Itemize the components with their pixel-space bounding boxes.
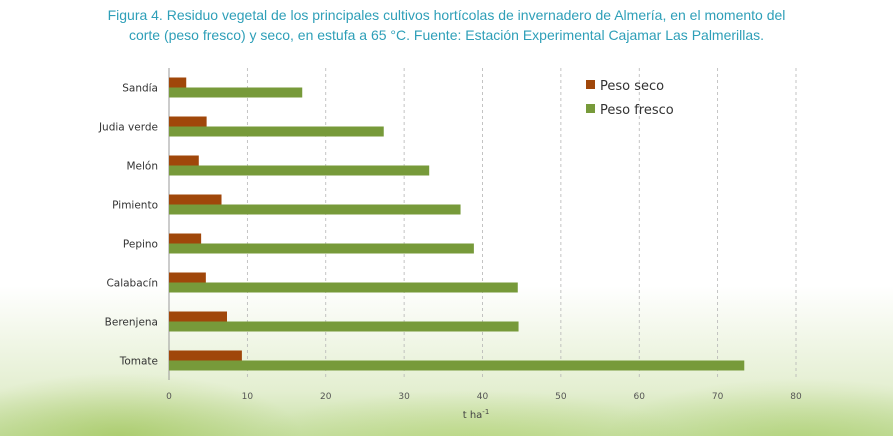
bar-peso-fresco: [169, 204, 461, 215]
legend-swatch-peso-seco: [586, 80, 595, 89]
x-tick-label: 60: [634, 392, 646, 402]
category-label: Calabacín: [106, 278, 158, 290]
x-tick-labels: 0 10 20 30 40 50 60 70 80: [166, 392, 802, 402]
x-tick-label: 70: [712, 392, 724, 402]
x-tick-label: 30: [398, 392, 410, 402]
bar-peso-seco: [169, 233, 202, 244]
category-label: Judia verde: [98, 122, 158, 134]
x-tick-label: 80: [790, 392, 802, 402]
x-tick-label: 50: [555, 392, 567, 402]
bar-peso-fresco: [169, 165, 430, 176]
bar-peso-fresco: [169, 360, 745, 371]
category-label: Melón: [126, 161, 158, 173]
chart-bars: [169, 77, 745, 371]
caption-line-2: corte (peso fresco) y seco, en estufa a …: [128, 27, 765, 43]
figure-caption: Figura 4. Residuo vegetal de los princip…: [0, 5, 893, 45]
bar-peso-fresco: [169, 87, 303, 98]
x-tick-label: 0: [166, 392, 172, 402]
bar-peso-seco: [169, 194, 222, 205]
category-labels: Sandía Judia verde Melón Pimiento Pepino Cala…: [98, 83, 158, 368]
category-label: Tomate: [119, 356, 158, 368]
bar-peso-seco: [169, 311, 227, 322]
category-label: Sandía: [122, 83, 158, 95]
category-label: Pimiento: [112, 200, 158, 212]
chart-legend: Peso seco Peso fresco: [586, 79, 674, 118]
category-label: Berenjena: [105, 317, 158, 329]
bar-peso-seco: [169, 350, 242, 361]
x-tick-label: 40: [477, 392, 489, 402]
category-label: Pepino: [123, 239, 158, 251]
bar-peso-fresco: [169, 243, 474, 254]
bar-peso-fresco: [169, 321, 519, 332]
x-axis-label: t ha-1: [463, 408, 490, 421]
chart-gridlines: [246, 68, 797, 380]
bar-peso-seco: [169, 272, 206, 283]
x-tick-label: 10: [242, 392, 254, 402]
bar-peso-fresco: [169, 282, 518, 293]
bar-peso-seco: [169, 116, 207, 127]
bar-peso-fresco: [169, 126, 384, 137]
legend-label-peso-fresco: Peso fresco: [600, 103, 674, 118]
x-tick-label: 20: [320, 392, 332, 402]
legend-swatch-peso-fresco: [586, 104, 595, 113]
caption-line-1: Figura 4. Residuo vegetal de los princip…: [107, 7, 786, 23]
bar-peso-seco: [169, 155, 199, 166]
legend-label-peso-seco: Peso seco: [600, 79, 664, 94]
bar-peso-seco: [169, 77, 187, 88]
